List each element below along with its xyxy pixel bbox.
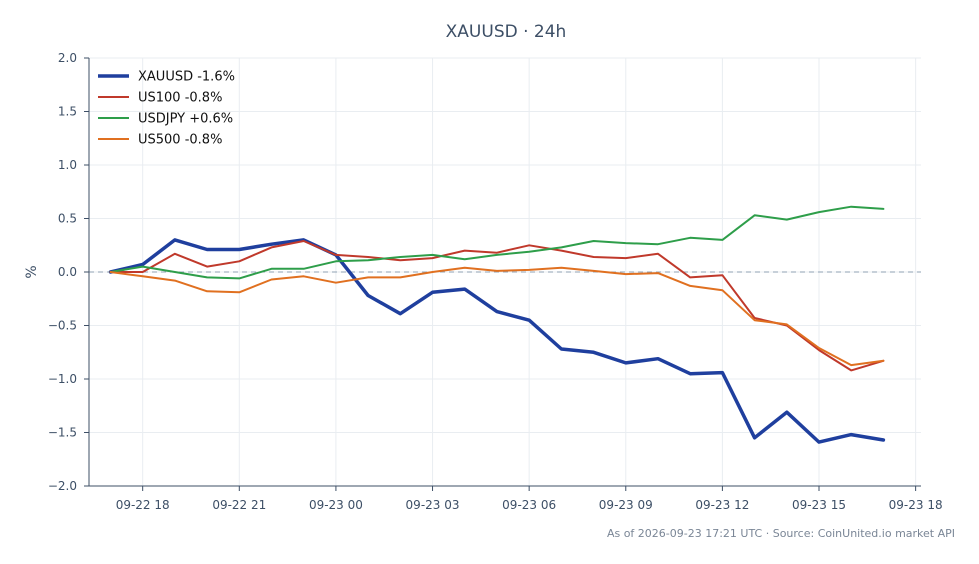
y-tick-label: −1.5 bbox=[48, 426, 77, 440]
legend-label-xauusd: XAUUSD -1.6% bbox=[138, 70, 235, 85]
x-tick-label: 09-23 09 bbox=[599, 498, 653, 512]
x-tick-label: 09-22 21 bbox=[212, 498, 266, 512]
y-tick-label: 0.5 bbox=[58, 212, 77, 226]
series-line-usdjpy bbox=[109, 205, 885, 280]
y-tick-label: −0.5 bbox=[48, 319, 77, 333]
legend-label-usdjpy: USDJPY +0.6% bbox=[138, 112, 233, 127]
x-tick-label: 09-23 15 bbox=[792, 498, 846, 512]
x-tick-label: 09-23 12 bbox=[695, 498, 749, 512]
y-tick-label: −1.0 bbox=[48, 372, 77, 386]
y-axis-label: % bbox=[24, 265, 40, 278]
series-line-xauusd bbox=[108, 238, 886, 444]
series-layer bbox=[108, 205, 886, 444]
y-tick-label: −2.0 bbox=[48, 479, 77, 493]
x-tick-label: 09-23 00 bbox=[309, 498, 363, 512]
y-tick-label: 1.0 bbox=[58, 158, 77, 172]
footer-source: As of 2026-09-23 17:21 UTC · Source: Coi… bbox=[607, 527, 955, 540]
axes bbox=[84, 57, 921, 491]
x-tick-label: 09-22 18 bbox=[116, 498, 170, 512]
y-tick-label: 1.5 bbox=[58, 105, 77, 119]
series-line-us100 bbox=[109, 240, 885, 372]
legend-label-us500: US500 -0.8% bbox=[138, 133, 222, 148]
y-tick-label: 0.0 bbox=[58, 265, 77, 279]
x-tick-labels: 09-22 18 09-22 21 09-23 00 09-23 03 09-23 06… bbox=[116, 498, 943, 512]
y-tick-labels: 2.0 1.5 1.0 0.5 0.0 −0.5 −1.0 −1.5 −2.0 bbox=[48, 51, 77, 493]
legend-label-us100: US100 -0.8% bbox=[138, 91, 222, 106]
y-tick-label: 2.0 bbox=[58, 51, 77, 65]
x-tick-label: 09-23 03 bbox=[406, 498, 460, 512]
x-tick-label: 09-23 06 bbox=[502, 498, 556, 512]
series-line-us500 bbox=[109, 266, 885, 367]
chart-title: XAUUSD · 24h bbox=[446, 22, 567, 42]
legend: XAUUSD -1.6% US100 -0.8% USDJPY +0.6% US500… bbox=[98, 70, 235, 148]
x-tick-label: 09-23 18 bbox=[889, 498, 943, 512]
